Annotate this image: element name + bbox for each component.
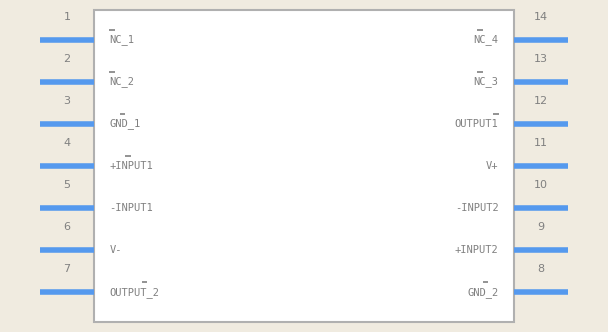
Text: GND_2: GND_2 xyxy=(468,287,499,297)
Bar xyxy=(94,10,514,322)
Text: 10: 10 xyxy=(534,180,548,190)
Text: 14: 14 xyxy=(534,12,548,22)
Text: 3: 3 xyxy=(63,96,71,106)
Text: NC_3: NC_3 xyxy=(474,76,499,87)
Text: 5: 5 xyxy=(63,180,71,190)
Text: 12: 12 xyxy=(534,96,548,106)
Text: 8: 8 xyxy=(537,264,545,274)
Text: 4: 4 xyxy=(63,138,71,148)
Text: V+: V+ xyxy=(486,161,499,171)
Text: V-: V- xyxy=(109,245,122,255)
Text: -INPUT1: -INPUT1 xyxy=(109,203,153,213)
Text: NC_4: NC_4 xyxy=(474,35,499,45)
Text: OUTPUT1: OUTPUT1 xyxy=(455,119,499,129)
Text: 6: 6 xyxy=(63,222,71,232)
Text: +INPUT1: +INPUT1 xyxy=(109,161,153,171)
Text: +INPUT2: +INPUT2 xyxy=(455,245,499,255)
Text: NC_1: NC_1 xyxy=(109,35,134,45)
Text: NC_2: NC_2 xyxy=(109,76,134,87)
Text: -INPUT2: -INPUT2 xyxy=(455,203,499,213)
Text: 11: 11 xyxy=(534,138,548,148)
Text: 1: 1 xyxy=(63,12,71,22)
Text: 13: 13 xyxy=(534,54,548,64)
Text: GND_1: GND_1 xyxy=(109,119,140,129)
Text: 9: 9 xyxy=(537,222,545,232)
Text: 7: 7 xyxy=(63,264,71,274)
Text: OUTPUT_2: OUTPUT_2 xyxy=(109,287,159,297)
Text: 2: 2 xyxy=(63,54,71,64)
